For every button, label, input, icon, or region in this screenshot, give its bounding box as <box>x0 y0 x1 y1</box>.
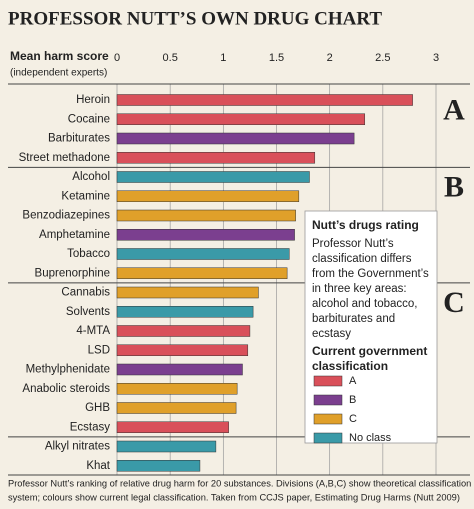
category-label: Anabolic steroids <box>22 383 110 395</box>
bar <box>116 113 366 125</box>
bar <box>116 440 217 453</box>
legend-swatch <box>313 394 343 406</box>
x-tick-label: 1.5 <box>269 52 284 64</box>
legend-title: Current government <box>312 344 427 358</box>
info-text: in three key areas: <box>312 283 407 295</box>
category-label: Cocaine <box>68 113 110 125</box>
axis-sublabel: (independent experts) <box>10 68 107 79</box>
chart-title: PROFESSOR NUTT’S OWN DRUG CHART <box>8 8 382 29</box>
legend-swatch <box>313 375 343 387</box>
info-text: classification differs <box>312 253 412 265</box>
bar <box>116 209 296 222</box>
bar <box>116 171 310 183</box>
category-label: Alcohol <box>72 171 110 183</box>
bar <box>116 460 201 472</box>
category-label: Ecstasy <box>70 421 111 433</box>
category-label: Tobacco <box>67 248 110 260</box>
bar <box>116 229 295 241</box>
bar <box>116 402 237 414</box>
bar <box>116 383 238 395</box>
legend-title: classification <box>312 359 388 373</box>
info-text: barbiturates and <box>312 313 395 325</box>
info-title: Nutt’s drugs rating <box>312 218 419 232</box>
x-tick-label: 0 <box>114 52 120 64</box>
category-label: GHB <box>85 402 110 414</box>
legend-label: A <box>349 375 357 387</box>
division-label: B <box>444 170 464 203</box>
info-text: from the Government’s <box>312 268 429 280</box>
bar <box>116 344 249 356</box>
x-tick-label: 0.5 <box>163 52 178 64</box>
category-label: LSD <box>88 344 110 356</box>
division-label: A <box>443 93 465 126</box>
bar <box>116 94 413 106</box>
bar <box>116 286 259 299</box>
footnote: Professor Nutt’s ranking of relative dru… <box>8 478 471 488</box>
category-label: Cannabis <box>61 287 110 299</box>
bar <box>116 152 316 164</box>
category-label: Heroin <box>76 94 110 106</box>
legend-swatch <box>313 413 343 425</box>
category-label: 4-MTA <box>76 325 110 337</box>
x-tick-label: 1 <box>220 52 226 64</box>
category-label: Barbiturates <box>48 133 110 145</box>
legend-label: No class <box>349 432 392 444</box>
info-text: alcohol and tobacco, <box>312 298 418 310</box>
footnote: system; colours show current legal class… <box>8 492 460 502</box>
x-tick-label: 3 <box>433 52 439 64</box>
bar <box>116 267 288 279</box>
category-label: Benzodiazepines <box>22 210 110 222</box>
category-label: Amphetamine <box>39 229 110 241</box>
category-label: Alkyl nitrates <box>45 441 110 453</box>
category-label: Khat <box>86 460 110 472</box>
bar <box>116 132 355 145</box>
bar <box>116 325 251 337</box>
bar <box>116 421 229 433</box>
x-tick-label: 2 <box>327 52 333 64</box>
legend-swatch <box>313 432 343 444</box>
division-label: C <box>443 286 465 319</box>
axis-label: Mean harm score <box>10 49 109 63</box>
category-label: Methylphenidate <box>26 364 110 376</box>
info-text: ecstasy <box>312 328 351 340</box>
category-label: Street methadone <box>19 152 110 164</box>
legend-label: C <box>349 413 357 425</box>
bar <box>116 363 243 376</box>
bar <box>116 248 290 260</box>
bar <box>116 306 254 318</box>
bar <box>116 190 300 202</box>
category-label: Solvents <box>66 306 110 318</box>
category-label: Buprenorphine <box>35 267 110 279</box>
info-text: Professor Nutt’s <box>312 238 394 250</box>
category-label: Ketamine <box>61 190 110 202</box>
x-tick-label: 2.5 <box>375 52 390 64</box>
legend-label: B <box>349 394 356 406</box>
